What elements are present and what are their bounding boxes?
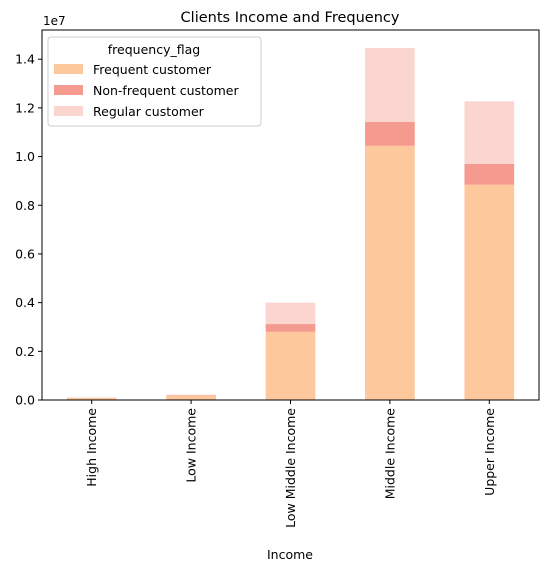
chart-title: Clients Income and Frequency (181, 10, 400, 26)
legend-box (47, 36, 262, 127)
y-tick-label: 1.0 (15, 149, 35, 164)
legend-swatch (54, 106, 83, 116)
bar-frequent-customer-high-income (66, 398, 117, 400)
bar-non-frequent-customer-middle-income (365, 122, 415, 146)
legend-entry: Frequent customer (93, 62, 212, 77)
bar-frequent-customer-low-income (166, 395, 216, 400)
x-axis: High Income Low Income Low Middle Income Mi… (84, 400, 497, 528)
x-tick-label: Low Middle Income (283, 408, 298, 528)
bar-regular-customer-middle-income (365, 48, 415, 123)
y-tick-label: 0.6 (15, 246, 35, 261)
legend-swatch (54, 85, 83, 95)
legend: frequency_flag Frequent customer Non-freq… (47, 36, 262, 127)
x-tick-label: Low Income (184, 408, 199, 483)
legend-swatch (54, 64, 83, 74)
legend-entry: Non-frequent customer (93, 83, 239, 98)
y-axis: 0.0 0.2 0.4 0.6 0.8 1.0 1.2 1.4 (15, 52, 42, 408)
x-tick-label: High Income (84, 408, 99, 487)
y-tick-label: 0.2 (15, 344, 35, 359)
x-tick-label: Middle Income (382, 408, 397, 500)
plot-frame (41, 29, 540, 401)
bar-regular-customer-upper-income (464, 101, 515, 164)
x-tick-label: Upper Income (482, 408, 497, 496)
bars-group (66, 48, 515, 400)
legend-title: frequency_flag (108, 42, 200, 57)
y-offset-label: 1e7 (43, 14, 66, 28)
bar-frequent-customer-low-middle-income (265, 331, 316, 400)
bar-non-frequent-customer-low-middle-income (265, 324, 316, 332)
legend-entry: Regular customer (93, 104, 205, 119)
bar-non-frequent-customer-upper-income (464, 163, 515, 185)
x-axis-label: Income (267, 547, 313, 562)
y-tick-label: 0.8 (15, 198, 35, 213)
y-tick-label: 0.4 (15, 295, 35, 310)
bar-regular-customer-low-middle-income (265, 302, 316, 325)
bar-frequent-customer-upper-income (464, 184, 515, 400)
bar-frequent-customer-middle-income (365, 145, 415, 400)
y-tick-label: 1.2 (15, 100, 35, 115)
y-tick-label: 0.0 (15, 393, 35, 408)
y-tick-label: 1.4 (15, 52, 35, 67)
